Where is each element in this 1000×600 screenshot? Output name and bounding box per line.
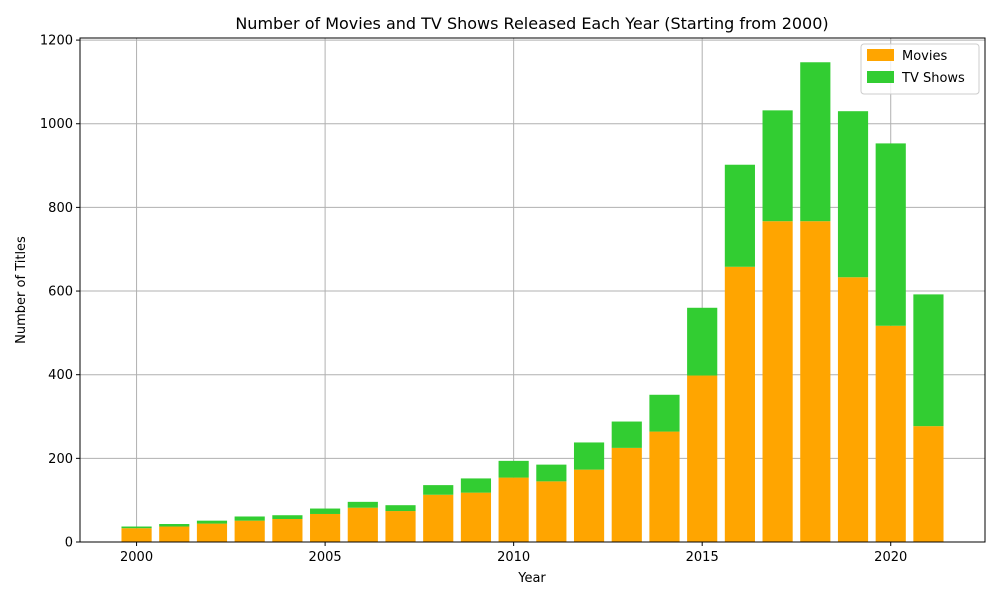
- bar-tv-shows-2013: [611, 421, 642, 448]
- bar-tv-shows-2005: [310, 508, 341, 514]
- bar-movies-2021: [913, 426, 944, 542]
- bar-movies-2019: [837, 277, 869, 542]
- x-axis-label: Year: [517, 571, 546, 586]
- y-tick-label: 600: [48, 285, 73, 300]
- legend-swatch-tv-shows: [867, 71, 894, 83]
- legend: Movies TV Shows: [860, 43, 980, 95]
- x-tick-label: 2015: [686, 550, 719, 565]
- x-tick-label: 2020: [874, 550, 907, 565]
- y-axis-ticks: 0 200 400 600 800 1000 1200: [40, 34, 80, 551]
- bar-tv-shows-2011: [536, 464, 567, 482]
- legend-label-movies: Movies: [902, 49, 947, 64]
- bar-tv-shows-2014: [649, 394, 680, 432]
- bar-tv-shows-2015: [687, 307, 718, 376]
- bar-tv-shows-2016: [724, 164, 755, 267]
- bar-movies-2015: [687, 375, 718, 542]
- bar-tv-shows-2017: [762, 110, 793, 222]
- chart-title: Number of Movies and TV Shows Released E…: [235, 14, 828, 33]
- legend-swatch-movies: [867, 49, 894, 61]
- bar-movies-2014: [649, 431, 680, 542]
- bar-movies-2003: [234, 520, 265, 542]
- y-tick-label: 800: [48, 201, 73, 216]
- bar-movies-2008: [423, 494, 454, 542]
- bar-movies-2004: [272, 518, 303, 542]
- bar-movies-2018: [800, 221, 831, 542]
- plot-frame: [79, 37, 986, 543]
- y-tick-label: 0: [65, 536, 73, 551]
- bar-movies-2020: [875, 325, 906, 542]
- bar-movies-2007: [385, 511, 416, 542]
- bar-movies-2011: [536, 481, 567, 542]
- bar-tv-shows-2007: [385, 505, 416, 512]
- bar-tv-shows-2006: [347, 501, 378, 508]
- bar-tv-shows-2004: [272, 515, 303, 519]
- bar-movies-2013: [611, 447, 642, 542]
- bar-movies-2009: [460, 492, 492, 542]
- bar-movies-2000: [121, 528, 152, 542]
- bar-movies-2017: [762, 221, 793, 542]
- bar-tv-shows-2001: [159, 524, 190, 527]
- bar-movies-2005: [310, 513, 341, 542]
- x-tick-label: 2000: [120, 550, 153, 565]
- bar-tv-shows-2012: [573, 442, 605, 470]
- y-axis-label: Number of Titles: [14, 236, 29, 344]
- bar-movies-2010: [498, 477, 529, 542]
- bar-movies-2006: [347, 507, 378, 542]
- legend-label-tv-shows: TV Shows: [901, 71, 965, 86]
- bar-tv-shows-2010: [498, 460, 529, 478]
- bar-tv-shows-2018: [800, 62, 831, 222]
- x-tick-label: 2010: [497, 550, 530, 565]
- y-tick-label: 200: [48, 452, 73, 467]
- bar-movies-2016: [724, 266, 755, 542]
- bar-tv-shows-2021: [913, 294, 944, 427]
- y-tick-label: 400: [48, 368, 73, 383]
- bar-movies-2002: [196, 523, 228, 542]
- x-tick-label: 2005: [309, 550, 342, 565]
- bar-tv-shows-2003: [234, 516, 265, 521]
- y-tick-label: 1200: [40, 34, 73, 49]
- bar-tv-shows-2000: [121, 526, 152, 529]
- bars-group: [121, 62, 944, 542]
- bar-tv-shows-2020: [875, 143, 906, 326]
- bar-tv-shows-2019: [837, 111, 869, 278]
- bar-movies-2012: [573, 469, 605, 542]
- bar-movies-2001: [159, 526, 190, 542]
- bar-tv-shows-2008: [423, 485, 454, 495]
- x-axis-ticks: 2000 2005 2010 2015 2020: [120, 542, 907, 565]
- bar-tv-shows-2002: [196, 520, 228, 524]
- y-tick-label: 1000: [40, 117, 73, 132]
- bar-tv-shows-2009: [460, 478, 492, 493]
